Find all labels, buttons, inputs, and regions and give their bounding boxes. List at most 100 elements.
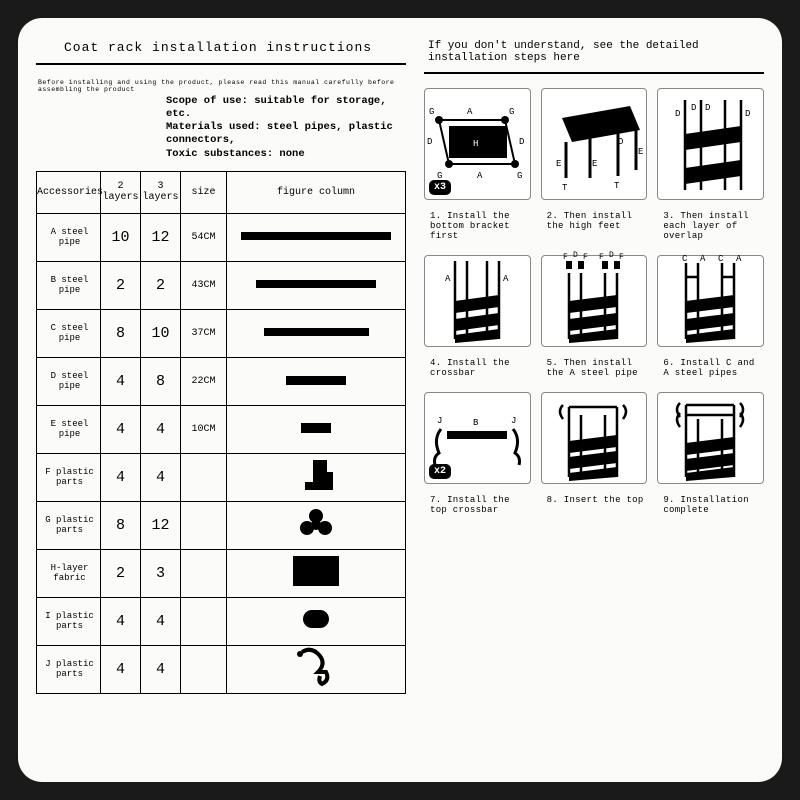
svg-text:D: D — [705, 103, 710, 113]
svg-text:E: E — [592, 159, 597, 169]
step-caption: 3. Then install each layer of overlap — [663, 211, 764, 241]
left-title: Coat rack installation instructions — [36, 40, 406, 59]
repeat-badge: x3 — [429, 180, 451, 195]
svg-text:D: D — [519, 137, 524, 147]
qty-3layers: 4 — [141, 453, 181, 501]
step-panel: F D F F D F — [541, 255, 648, 347]
svg-text:A: A — [477, 171, 483, 181]
step-caption: 6. Install C and A steel pipes — [663, 358, 764, 378]
svg-text:T: T — [614, 181, 620, 191]
th-size: size — [181, 171, 227, 213]
step-panel — [657, 392, 764, 484]
table-row: B steel pipe2243CM — [37, 261, 406, 309]
scope-line: Materials used: steel pipes, plastic con… — [166, 121, 406, 147]
diagram-r1c1: G A G D H D G A G — [427, 96, 527, 192]
diagram-r1c2: D E E T E T — [544, 96, 644, 192]
diagram-r3c1: J B J — [427, 403, 527, 473]
qty-2layers: 2 — [101, 261, 141, 309]
qty-3layers: 3 — [141, 549, 181, 597]
step-panel: D D D D — [657, 88, 764, 200]
part-figure — [227, 405, 406, 453]
diagram-r3c3 — [666, 395, 756, 481]
part-label: H-layer fabric — [37, 549, 101, 597]
qty-2layers: 4 — [101, 357, 141, 405]
svg-text:A: A — [700, 254, 706, 264]
left-column: Coat rack installation instructions Befo… — [36, 40, 406, 770]
step-caption: 9. Installation complete — [663, 495, 764, 515]
part-size: 43CM — [181, 261, 227, 309]
left-underline — [36, 63, 406, 65]
step-caption: 4. Install the crossbar — [430, 358, 531, 378]
qty-2layers: 4 — [101, 597, 141, 645]
part-size: 37CM — [181, 309, 227, 357]
diagram-frame: D D D D — [657, 88, 764, 200]
svg-text:C: C — [718, 254, 724, 264]
th-3layers: 3 layers — [141, 171, 181, 213]
table-row: H-layer fabric23 — [37, 549, 406, 597]
step-caption: 8. Insert the top — [547, 495, 648, 515]
table-header-row: Accessories 2 layers 3 layers size figur… — [37, 171, 406, 213]
part-label: A steel pipe — [37, 213, 101, 261]
diagram-r2c1: A A — [437, 259, 517, 343]
scope-line: Toxic substances: none — [166, 148, 406, 161]
qty-3layers: 4 — [141, 645, 181, 693]
part-figure — [227, 213, 406, 261]
svg-text:H: H — [473, 139, 478, 149]
diagram-grid: G A G D H D G A G x3 — [424, 88, 764, 521]
svg-text:G: G — [517, 171, 522, 181]
step-panel: G A G D H D G A G x3 — [424, 88, 531, 200]
diagram-frame: D E E T E T — [541, 88, 648, 200]
qty-2layers: 4 — [101, 405, 141, 453]
diagram-frame: A A — [424, 255, 531, 347]
diagram-frame: C A C A — [657, 255, 764, 347]
diagram-frame — [657, 392, 764, 484]
svg-text:B: B — [473, 418, 479, 428]
part-size — [181, 453, 227, 501]
svg-text:F: F — [563, 253, 568, 262]
table-row: C steel pipe81037CM — [37, 309, 406, 357]
part-label: G plastic parts — [37, 501, 101, 549]
part-size: 10CM — [181, 405, 227, 453]
part-size: 54CM — [181, 213, 227, 261]
table-row: G plastic parts812 — [37, 501, 406, 549]
pre-note: Before installing and using the product,… — [38, 79, 406, 93]
diagram-r1c3: D D D D — [661, 94, 761, 194]
table-row: I plastic parts44 — [37, 597, 406, 645]
svg-text:D: D — [691, 103, 696, 113]
svg-text:F: F — [583, 253, 588, 262]
qty-2layers: 2 — [101, 549, 141, 597]
part-figure — [227, 501, 406, 549]
diagram-r3c2 — [549, 395, 639, 481]
part-size — [181, 549, 227, 597]
qty-3layers: 4 — [141, 405, 181, 453]
th-figure: figure column — [227, 171, 406, 213]
right-underline — [424, 72, 764, 74]
diagram-frame: G A G D H D G A G x3 — [424, 88, 531, 200]
scope-line: Scope of use: suitable for storage, etc. — [166, 95, 406, 121]
part-figure — [227, 549, 406, 597]
svg-text:D: D — [427, 137, 432, 147]
step-caption: 2. Then install the high feet — [547, 211, 648, 241]
qty-3layers: 2 — [141, 261, 181, 309]
step-caption: 1. Install the bottom bracket first — [430, 211, 531, 241]
right-title: If you don't understand, see the detaile… — [424, 40, 764, 68]
table-row: A steel pipe101254CM — [37, 213, 406, 261]
step-panel — [541, 392, 648, 484]
part-figure — [227, 357, 406, 405]
part-label: F plastic parts — [37, 453, 101, 501]
part-figure — [227, 597, 406, 645]
svg-text:C: C — [682, 254, 688, 264]
step-panel: C A C A — [657, 255, 764, 347]
qty-2layers: 4 — [101, 645, 141, 693]
svg-text:A: A — [445, 274, 451, 284]
svg-text:A: A — [736, 254, 742, 264]
step-panel: A A — [424, 255, 531, 347]
qty-2layers: 10 — [101, 213, 141, 261]
th-accessories: Accessories — [37, 171, 101, 213]
part-figure — [227, 309, 406, 357]
svg-text:G: G — [509, 107, 514, 117]
svg-text:G: G — [429, 107, 434, 117]
part-figure — [227, 261, 406, 309]
repeat-badge: x2 — [429, 464, 451, 479]
svg-text:D: D — [675, 109, 680, 119]
